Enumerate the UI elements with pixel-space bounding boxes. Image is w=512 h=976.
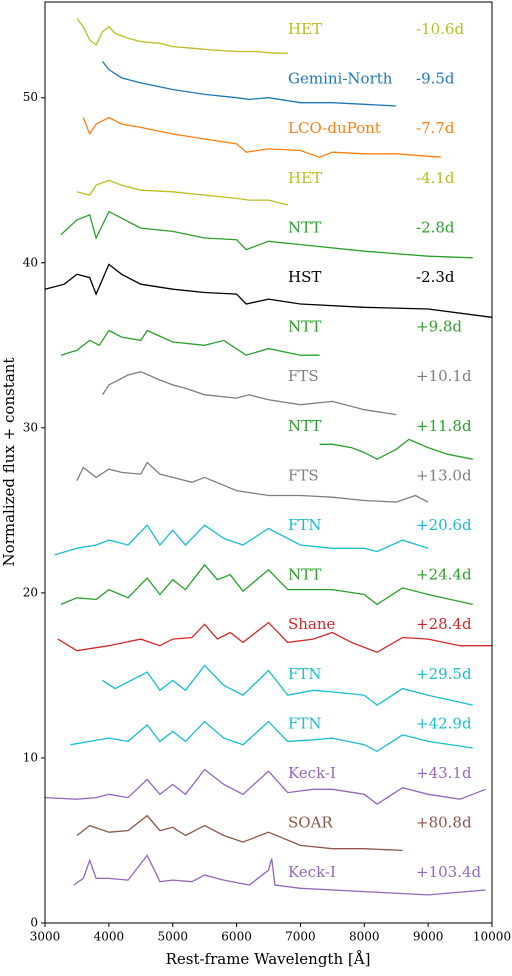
phase-label: +10.1d [416, 367, 472, 385]
spectrum-label: Keck-I [288, 764, 336, 782]
y-tick-label: 40 [23, 255, 38, 269]
phase-label: -4.1d [416, 169, 455, 187]
phase-label: +29.5d [416, 665, 472, 683]
phase-label: -10.6d [416, 20, 464, 38]
y-tick-label: 0 [30, 916, 38, 930]
spectrum-label: FTS [288, 367, 319, 385]
spectrum-label: Gemini-North [288, 70, 393, 88]
phase-label: +9.8d [416, 318, 462, 336]
phase-label: +42.9d [416, 714, 472, 732]
spectrum [76, 18, 288, 54]
phase-label: -2.3d [416, 268, 455, 286]
spectrum [60, 329, 320, 356]
phase-label: +20.6d [416, 516, 472, 534]
phase-label: -7.7d [416, 119, 455, 137]
spectrum [70, 720, 473, 753]
spectrum [101, 61, 397, 107]
spectrum [101, 371, 397, 416]
phase-label: +80.8d [416, 814, 472, 832]
spectrum [60, 210, 473, 259]
spectrum [102, 664, 473, 706]
spectrum-label: FTS [288, 466, 319, 484]
spectrum [73, 854, 486, 896]
x-tick-label: 7000 [285, 930, 316, 944]
phase-label: +43.1d [416, 764, 472, 782]
spectrum-label: NTT [288, 566, 321, 584]
spectrum-label: Shane [288, 615, 336, 633]
x-tick-label: 6000 [221, 930, 252, 944]
x-axis-label: Rest-frame Wavelength [Å] [166, 950, 371, 968]
spectrum-label: HET [288, 169, 322, 187]
phase-label: +24.4d [416, 566, 472, 584]
spectrum-label: Keck-I [288, 863, 336, 881]
spectrum [319, 438, 473, 460]
spectrum-label: FTN [288, 516, 322, 534]
phase-label: -9.5d [416, 70, 455, 88]
spectrum [57, 621, 492, 654]
spectrum-label: FTN [288, 665, 322, 683]
spectrum [76, 179, 288, 206]
spectrum-label: FTN [288, 714, 322, 732]
spectrum [76, 814, 403, 852]
spectrum [60, 563, 473, 606]
spectrum [76, 461, 429, 503]
y-axis-label: Normalized flux + constant [0, 358, 18, 567]
y-tick-label: 30 [23, 420, 38, 434]
spectrum-label: HST [288, 268, 321, 286]
phase-label: +13.0d [416, 466, 472, 484]
x-tick-label: 5000 [157, 930, 188, 944]
x-tick-label: 3000 [30, 930, 61, 944]
phase-label: +103.4d [416, 863, 482, 881]
plot-frame [44, 1, 493, 924]
spectrum [44, 263, 493, 318]
spectrum-label: HET [288, 20, 322, 38]
x-tick-label: 9000 [413, 930, 444, 944]
y-tick-label: 50 [23, 90, 38, 104]
x-tick-label: 10000 [473, 930, 511, 944]
spectrum [54, 524, 429, 556]
spectrum [44, 768, 486, 805]
spectrum-label: NTT [288, 218, 321, 236]
y-tick-label: 20 [23, 585, 38, 599]
phase-label: +11.8d [416, 417, 472, 435]
spectrum-label: NTT [288, 417, 321, 435]
phase-label: +28.4d [416, 615, 472, 633]
x-tick-label: 4000 [94, 930, 125, 944]
spectrum [82, 116, 441, 158]
spectrum-label: SOAR [288, 814, 333, 832]
spectrum-label: LCO-duPont [288, 119, 381, 137]
y-tick-label: 10 [23, 750, 38, 764]
spectrum-label: NTT [288, 318, 321, 336]
phase-label: -2.8d [416, 218, 455, 236]
x-tick-label: 8000 [349, 930, 380, 944]
